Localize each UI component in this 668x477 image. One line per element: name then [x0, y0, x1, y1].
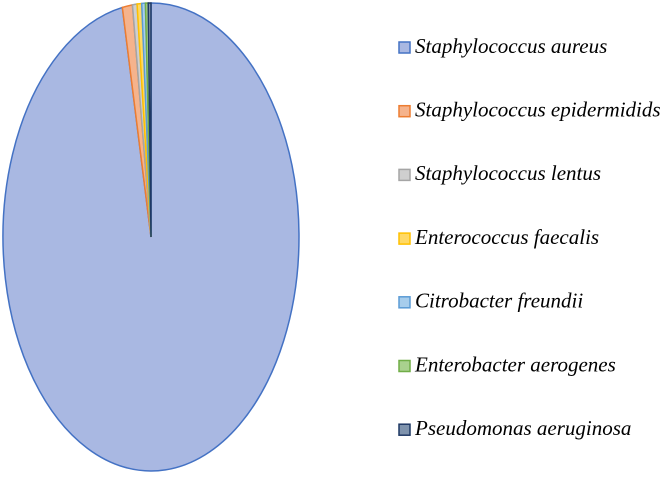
- legend-swatch: [398, 41, 411, 54]
- legend-swatch: [398, 104, 411, 118]
- legend-label: Enterococcus faecalis: [414, 225, 599, 249]
- legend-swatch: [398, 232, 411, 245]
- legend: Staphylococcus aureus Staphylococcus epid…: [398, 34, 661, 440]
- legend-label: Staphylococcus epidermidids: [415, 98, 661, 122]
- pie: [2, 2, 300, 472]
- legend-swatch: [398, 296, 411, 309]
- legend-swatch: [398, 423, 411, 436]
- legend-label: Enterobacter aerogenes: [414, 352, 616, 376]
- legend-label: Pseudomonas aeruginosa: [414, 416, 631, 440]
- legend-swatch: [398, 359, 411, 373]
- legend-label: Staphylococcus aureus: [415, 34, 607, 58]
- legend-swatch: [398, 168, 411, 182]
- legend-label: Citrobacter freundii: [415, 289, 583, 313]
- legend-label: Staphylococcus lentus: [415, 161, 601, 185]
- pie-slice: [147, 2, 152, 238]
